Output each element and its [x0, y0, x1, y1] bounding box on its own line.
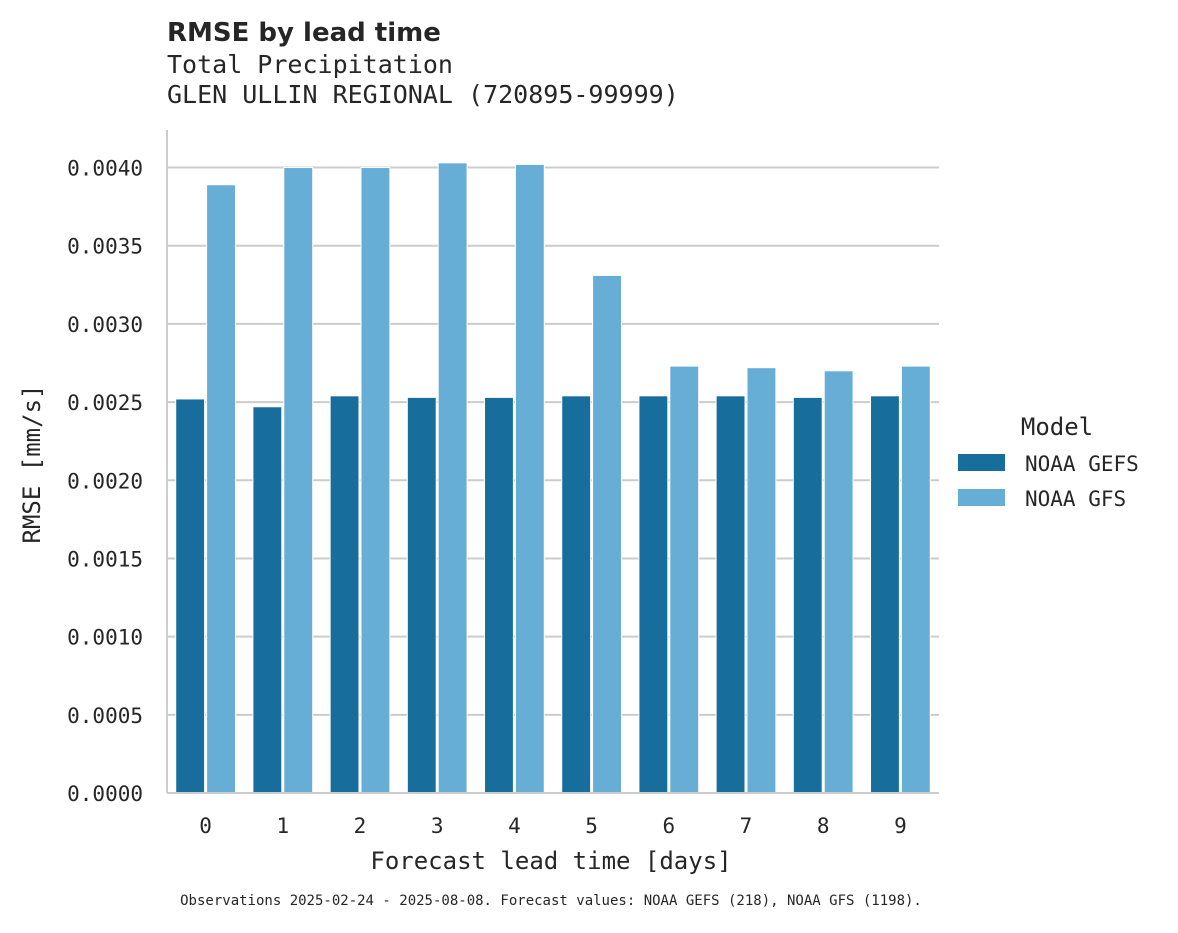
legend-swatch-noaa-gefs	[958, 454, 1005, 471]
bar-noaa-gfs-9	[900, 365, 931, 794]
bar-noaa-gfs-5	[592, 274, 622, 794]
y-tick-label: 0.0035	[67, 235, 143, 259]
bar-noaa-gefs-4	[484, 396, 514, 794]
grid-lines	[167, 166, 939, 794]
bar-noaa-gfs-8	[823, 370, 854, 794]
chart-title: RMSE by lead time	[167, 18, 441, 48]
x-tick-label: 4	[508, 814, 521, 838]
y-tick-label: 0.0025	[67, 391, 143, 415]
y-tick-label: 0.0015	[67, 547, 143, 571]
bar-noaa-gfs-2	[360, 167, 391, 794]
legend-swatch-noaa-gfs	[958, 489, 1005, 506]
bar-noaa-gefs-1	[252, 406, 283, 794]
y-tick-label: 0.0040	[67, 157, 143, 181]
x-tick-labels: 0 1 2 3 4 5 6 7 8 9	[199, 814, 906, 838]
bar-noaa-gefs-6	[638, 395, 669, 794]
chart-subtitle-line-2: GLEN ULLIN REGIONAL (720895-99999)	[167, 80, 679, 109]
bars	[175, 162, 931, 794]
bar-noaa-gefs-7	[715, 395, 746, 794]
legend-label-noaa-gfs: NOAA GFS	[1025, 487, 1126, 511]
bar-noaa-gfs-4	[514, 163, 545, 794]
y-axis-label: RMSE [mm/s]	[18, 385, 46, 544]
bar-noaa-gfs-3	[437, 162, 468, 794]
bar-noaa-gefs-9	[870, 395, 900, 794]
chart-subtitle-line-1: Total Precipitation	[167, 50, 453, 79]
bar-noaa-gefs-8	[792, 396, 823, 794]
legend-label-noaa-gefs: NOAA GEFS	[1025, 452, 1139, 476]
chart-footnote: Observations 2025-02-24 - 2025-08-08. Fo…	[180, 893, 922, 909]
x-axis-label: Forecast lead time [days]	[370, 847, 731, 875]
y-tick-label: 0.0030	[67, 313, 143, 337]
legend: Model NOAA GEFS NOAA GFS	[958, 413, 1139, 511]
x-tick-label: 3	[431, 814, 444, 838]
x-tick-label: 0	[199, 814, 212, 838]
bar-noaa-gefs-0	[175, 398, 206, 794]
x-tick-label: 6	[662, 814, 675, 838]
x-tick-label: 2	[354, 814, 367, 838]
x-tick-label: 8	[817, 814, 830, 838]
bar-noaa-gfs-7	[746, 367, 777, 794]
bar-noaa-gefs-3	[406, 396, 437, 794]
bar-noaa-gfs-0	[206, 184, 236, 794]
bar-noaa-gefs-5	[561, 395, 592, 794]
x-tick-label: 7	[740, 814, 753, 838]
y-tick-label: 0.0005	[67, 704, 143, 728]
y-tick-label: 0.0000	[67, 782, 143, 806]
x-tick-label: 9	[894, 814, 907, 838]
bar-noaa-gfs-1	[283, 167, 314, 794]
x-tick-label: 5	[585, 814, 598, 838]
y-tick-labels: 0.0000 0.0005 0.0010 0.0015 0.0020 0.0025 0.00…	[67, 157, 143, 806]
y-tick-label: 0.0020	[67, 469, 143, 493]
bar-noaa-gefs-2	[329, 395, 360, 794]
bar-noaa-gfs-6	[669, 365, 700, 794]
x-tick-label: 1	[276, 814, 289, 838]
legend-title: Model	[1021, 413, 1093, 441]
y-tick-label: 0.0010	[67, 626, 143, 650]
